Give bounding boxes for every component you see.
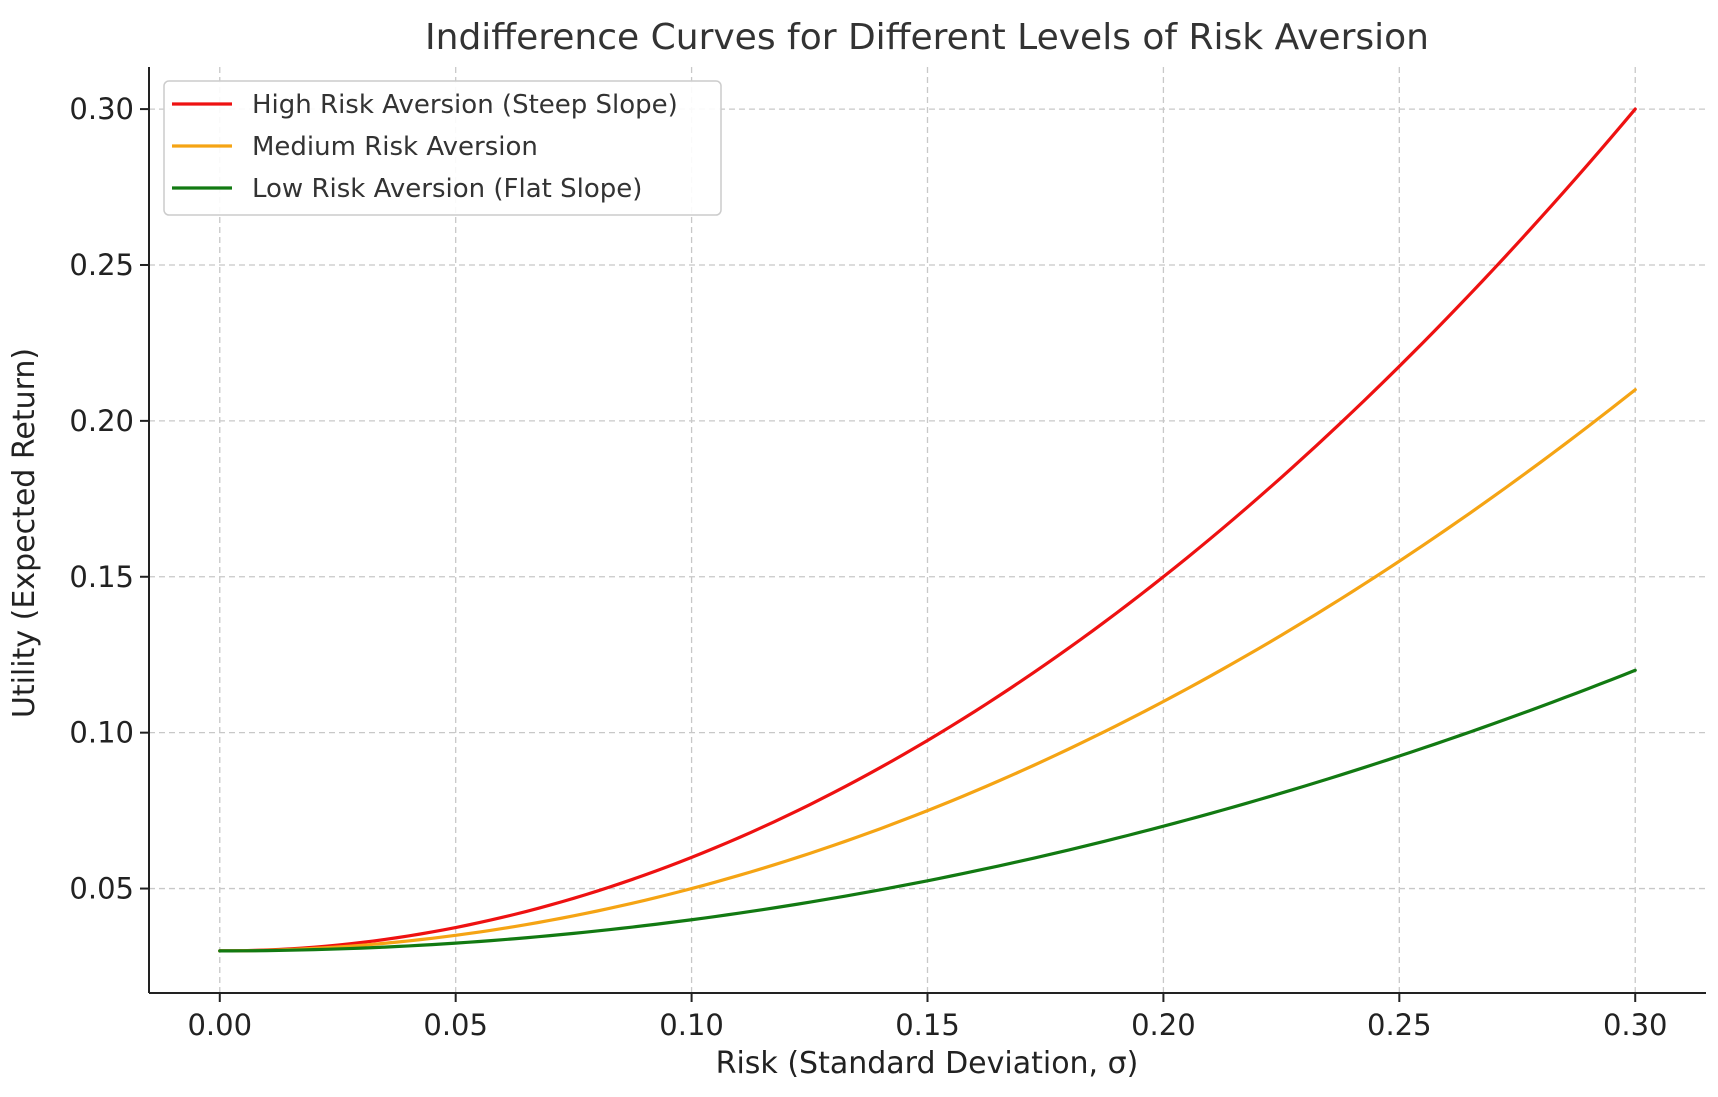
y-axis-title: Utility (Expected Return): [7, 348, 42, 718]
series-line-3: [218, 668, 1637, 953]
grid: [149, 67, 1706, 993]
x-tick-label: 0.00: [187, 1008, 252, 1042]
y-tick-label: 0.10: [69, 716, 134, 750]
x-axis-title: Risk (Standard Deviation, σ): [716, 1046, 1139, 1081]
series-lines: [218, 107, 1637, 953]
legend-label-2: Medium Risk Aversion: [252, 132, 538, 162]
y-tick-label: 0.05: [69, 872, 134, 906]
x-tick-label: 0.10: [659, 1008, 724, 1042]
y-tick-label: 0.30: [69, 92, 134, 126]
legend-label-1: High Risk Aversion (Steep Slope): [252, 90, 678, 120]
y-tick-label: 0.20: [69, 404, 134, 438]
chart-title: Indifference Curves for Different Levels…: [425, 17, 1429, 58]
series-line-1: [218, 107, 1637, 953]
y-axis-ticks: 0.05 0.10 0.15 0.20 0.25 0.30: [69, 92, 149, 906]
y-tick-label: 0.25: [69, 248, 134, 282]
x-tick-label: 0.30: [1603, 1008, 1668, 1042]
x-tick-label: 0.05: [423, 1008, 488, 1042]
series-line-2: [218, 388, 1637, 953]
x-tick-label: 0.20: [1131, 1008, 1196, 1042]
legend: High Risk Aversion (Steep Slope) Medium R…: [163, 80, 722, 216]
y-tick-label: 0.15: [69, 560, 134, 594]
legend-box: [163, 80, 722, 216]
x-axis-ticks: 0.00 0.05 0.10 0.15 0.20 0.25 0.30: [187, 993, 1668, 1042]
x-tick-label: 0.15: [895, 1008, 960, 1042]
x-tick-label: 0.25: [1367, 1008, 1432, 1042]
legend-label-3: Low Risk Aversion (Flat Slope): [252, 174, 642, 204]
